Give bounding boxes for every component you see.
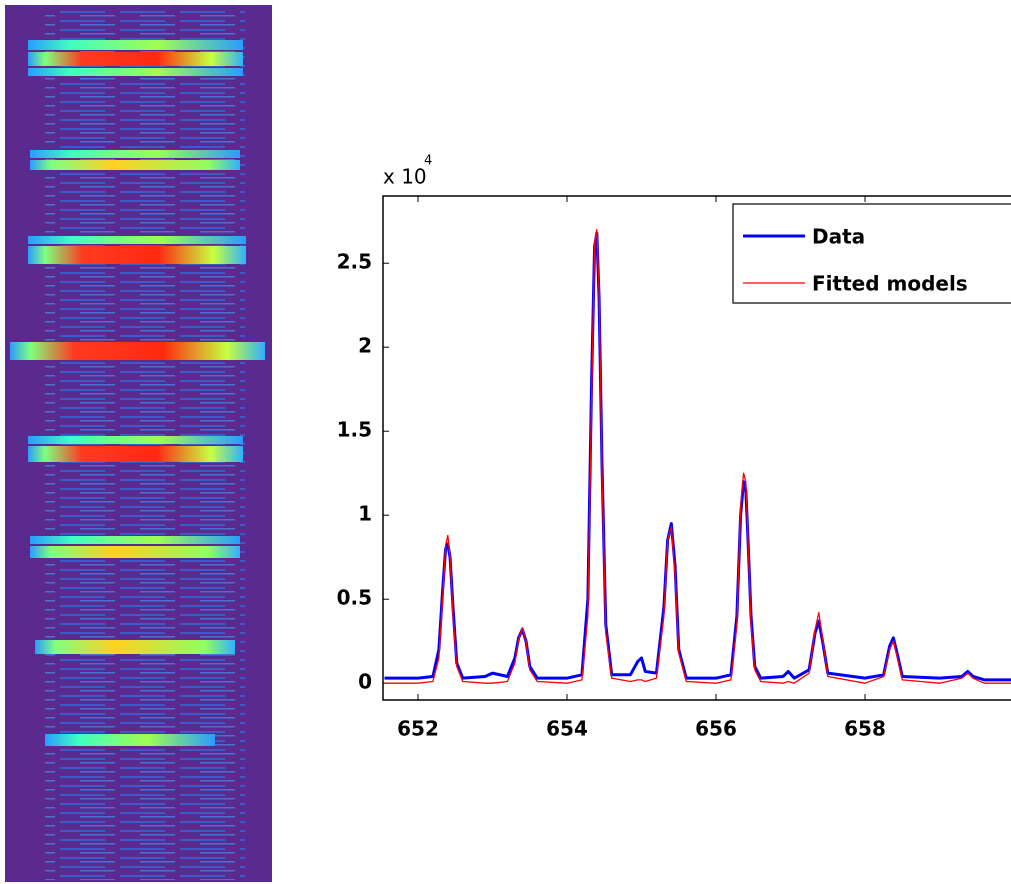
y-tick-label: 0 — [358, 670, 372, 694]
y-tick-label: 2.5 — [337, 250, 372, 274]
y-tick-label: 1 — [358, 502, 372, 526]
y-tick-label: 1.5 — [337, 418, 372, 442]
x-tick-label: 656 — [695, 717, 737, 741]
plot-area — [384, 228, 1011, 684]
x-tick-label: 654 — [546, 717, 588, 741]
y-multiplier: x 10 — [383, 165, 427, 189]
plot-frame — [382, 195, 1011, 701]
series-line — [384, 228, 1011, 684]
y-multiplier-exponent: 4 — [424, 154, 432, 169]
legend-box — [732, 203, 1011, 304]
legend-label: Fitted models — [812, 272, 968, 296]
spectrum-image — [5, 5, 272, 882]
x-tick-label: 658 — [844, 717, 886, 741]
y-tick-label: 2 — [358, 334, 372, 358]
legend-label: Data — [812, 225, 865, 249]
x-tick-label: 652 — [397, 717, 439, 741]
y-tick-label: 0.5 — [337, 586, 372, 610]
